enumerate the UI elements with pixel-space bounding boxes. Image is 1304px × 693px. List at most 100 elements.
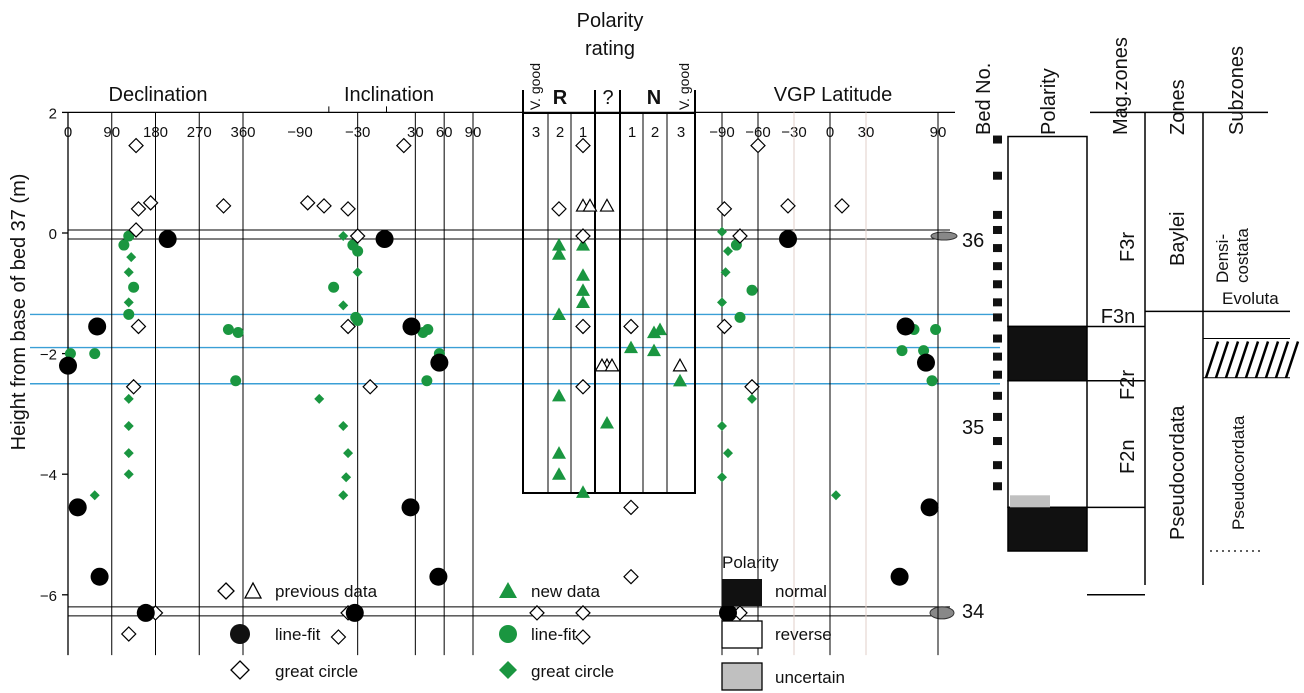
rating-column-label: 2 — [651, 124, 659, 141]
y-tick-label: −2 — [40, 347, 57, 364]
legend-uncertain-swatch — [721, 662, 763, 691]
declination-new-great-circle-point — [123, 420, 134, 431]
y-tick-label: 0 — [49, 226, 57, 243]
inclination-new-line-fit-point — [352, 245, 364, 257]
rating-previous-great-circle-point — [575, 318, 591, 335]
magzones-title: Mag.zones — [1110, 37, 1132, 135]
bed-34-marker — [929, 606, 955, 620]
inclination-new-line-fit-point — [352, 314, 364, 326]
rating-previous-triangle — [672, 357, 688, 372]
declination-new-great-circle-point — [126, 252, 137, 263]
bed-marker — [993, 352, 1002, 361]
rating-new-triangle — [552, 307, 566, 321]
inclination-previous-great-circle-point — [316, 198, 332, 214]
inclination-previous-line-fit-point — [401, 498, 420, 517]
vgp-previous-great-circle-point — [716, 318, 733, 335]
rating-column-label: 3 — [532, 124, 540, 141]
polarity-column-title: Polarity — [1038, 68, 1060, 135]
rating-new-triangle — [552, 238, 566, 251]
subzones-title: Subzones — [1226, 46, 1248, 135]
rating-previous-triangle — [604, 357, 620, 372]
declination-new-great-circle-point — [123, 469, 134, 480]
inclination-previous-line-fit-point — [402, 317, 421, 336]
vgp-previous-great-circle-point — [750, 137, 766, 154]
bed-marker — [993, 135, 1002, 144]
rating-new-triangle — [552, 446, 566, 459]
vgp-new-line-fit-point — [926, 375, 938, 387]
vgp-latitude-title: VGP Latitude — [774, 84, 893, 106]
rating-previous-great-circle-point — [551, 201, 567, 217]
declination-previous-great-circle-point — [142, 195, 159, 211]
legend-great-circle-old: great circle — [275, 662, 358, 681]
legend-new-gc-icon — [499, 661, 517, 679]
inclination-previous-great-circle-point — [330, 629, 347, 645]
vgp-new-great-circle-point — [747, 393, 757, 404]
bed-marker — [993, 334, 1002, 343]
bed-36-marker — [930, 231, 958, 241]
rating-column-label: 2 — [556, 124, 564, 141]
inclination-new-great-circle-point — [338, 490, 349, 501]
evoluta-hatch — [1254, 341, 1270, 379]
inclination-new-great-circle-point — [338, 300, 349, 311]
declination-previous-great-circle-point — [120, 626, 137, 642]
inclination-new-great-circle-point — [343, 448, 354, 459]
subzone-densi: Densi- — [1213, 234, 1232, 283]
declination-previous-line-fit-point — [88, 317, 107, 336]
rating-previous-great-circle-point — [529, 605, 545, 621]
subzone-evoluta: Evoluta — [1222, 289, 1279, 308]
rating-new-triangle — [576, 238, 590, 251]
polarity-segment-normal — [1007, 325, 1088, 382]
rating-previous-great-circle-point — [623, 499, 639, 516]
y-tick-label: −4 — [40, 467, 57, 484]
polarity-rating-title-2: rating — [585, 38, 635, 60]
declination-previous-great-circle-point — [130, 318, 147, 335]
bed-marker — [993, 225, 1002, 234]
vgp-new-line-fit-point — [746, 284, 758, 296]
declination-new-line-fit-point — [89, 348, 101, 360]
zone-baylei: Baylei — [1167, 212, 1189, 266]
bed-marker — [993, 482, 1002, 491]
bed-marker — [993, 262, 1002, 271]
declination-new-great-circle-point — [123, 393, 134, 404]
magzone-f3n: F3n — [1101, 306, 1135, 328]
data-points — [59, 137, 942, 645]
inclination-tick-label: −90 — [287, 124, 312, 141]
legend-reverse-swatch — [721, 620, 763, 649]
rating-previous-great-circle-point — [575, 378, 591, 395]
vgp-new-line-fit-point — [734, 311, 746, 323]
rating-previous-great-circle-point — [623, 568, 639, 585]
declination-previous-great-circle-point — [125, 378, 142, 395]
rating-new-triangle — [576, 485, 590, 498]
rating-previous-great-circle-point — [575, 228, 591, 244]
polarity-segment-reverse — [1007, 135, 1088, 328]
rating-new-triangle — [552, 388, 566, 402]
declination-previous-great-circle-point — [128, 222, 144, 238]
vgp-new-great-circle-point — [717, 420, 727, 431]
rating-new-triangle — [647, 343, 661, 357]
bed-marker — [993, 210, 1002, 219]
vgp-previous-line-fit-point — [890, 567, 909, 586]
inclination-previous-great-circle-point — [362, 378, 379, 395]
evoluta-hatch — [1284, 341, 1300, 379]
legend-reverse: reverse — [775, 625, 832, 644]
rating-new-triangle — [624, 340, 638, 354]
y-tick-label: 2 — [49, 105, 57, 122]
vgp-new-line-fit-point — [918, 345, 930, 357]
zones-title: Zones — [1167, 79, 1189, 135]
magzone-f3r: F3r — [1117, 232, 1139, 262]
inclination-new-great-circle-point — [314, 393, 325, 404]
vgp-previous-great-circle-point — [716, 201, 733, 217]
declination-previous-great-circle-point — [215, 198, 232, 214]
magzone-f2n: F2n — [1117, 440, 1139, 474]
vgp-new-line-fit-point — [930, 323, 942, 335]
rating-previous-triangle — [599, 198, 615, 212]
inclination-title: Inclination — [344, 84, 434, 106]
evoluta-hatch — [1204, 341, 1220, 379]
inclination-new-line-fit-point — [421, 375, 433, 387]
declination-new-great-circle-point — [123, 448, 134, 459]
vgp-previous-line-fit-point — [920, 498, 939, 517]
legend-old-diamond-icon — [217, 582, 235, 600]
bed-marker — [993, 370, 1002, 379]
chart-frame: 20−2−4−60 90 180 270 360 −90 −30 30 60 90 −90 −60 −3… — [40, 90, 1300, 656]
bed-no-title: Bed No. — [973, 63, 995, 135]
